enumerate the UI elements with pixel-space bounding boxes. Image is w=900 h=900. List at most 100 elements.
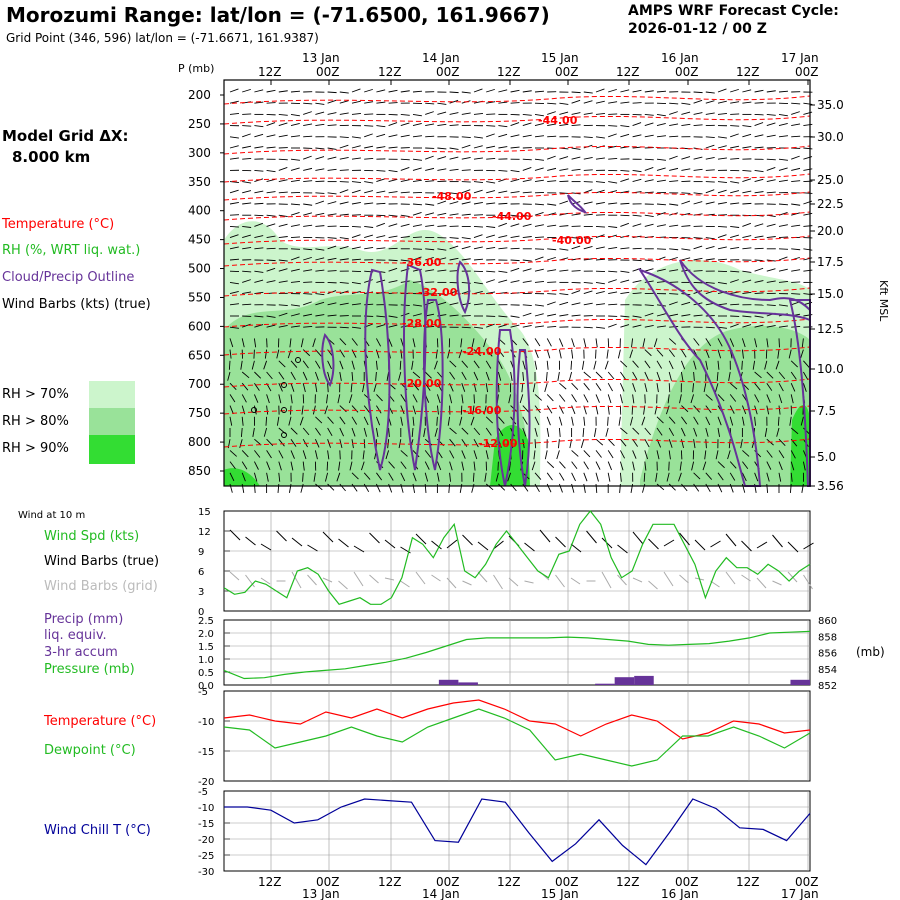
wind-barb xyxy=(790,383,796,392)
wind-barb xyxy=(534,313,544,317)
wind-speed-tick-label: 6 xyxy=(198,567,204,578)
wind-barb-true xyxy=(369,532,380,544)
wind-barb xyxy=(242,181,252,184)
wind-barb xyxy=(571,99,581,104)
wind-barb xyxy=(681,192,691,194)
temperature-panel-frame xyxy=(223,690,811,782)
wind-barb xyxy=(608,145,618,149)
wind-barb xyxy=(364,279,373,283)
wind-panel-frame xyxy=(223,510,811,612)
wind-barb-true xyxy=(493,540,504,550)
wind-barb xyxy=(229,189,239,194)
isotherm-label: -44.00 xyxy=(492,210,532,223)
wind-barb xyxy=(742,247,752,250)
cloud-outline xyxy=(364,268,391,471)
wind-barb xyxy=(425,111,434,115)
isotherm-line xyxy=(223,115,811,125)
wind-barb xyxy=(546,472,553,481)
wind-barb xyxy=(388,223,398,227)
wind-barb xyxy=(486,323,495,328)
wind-barb xyxy=(522,134,532,138)
pressure-line xyxy=(223,630,811,680)
wind-barb xyxy=(791,293,801,295)
wind-barb xyxy=(473,189,483,194)
wind-barb xyxy=(729,472,736,481)
top-day-label: 16 Jan xyxy=(661,51,699,65)
wind-barb xyxy=(644,214,654,218)
wind-barb xyxy=(339,416,346,425)
wind-barb xyxy=(583,326,593,329)
wind-barb xyxy=(461,189,471,194)
wind-barb xyxy=(546,360,549,370)
top-hour-label: 12Z xyxy=(736,65,760,79)
wind-barb xyxy=(242,125,252,127)
wind-barb xyxy=(742,461,749,470)
wind-barb xyxy=(388,315,398,318)
wind-barb xyxy=(364,101,374,104)
wind-barb xyxy=(348,394,353,404)
wind-barb xyxy=(790,394,794,404)
wind-barb xyxy=(790,450,796,459)
wind-barb-true xyxy=(710,540,721,548)
wind-barb xyxy=(388,146,398,149)
wind-barb xyxy=(803,371,809,381)
wind-barb xyxy=(486,270,496,273)
wind-barb xyxy=(632,292,642,295)
wind-barb xyxy=(364,125,374,127)
wind-barb xyxy=(437,123,447,127)
wind-barb xyxy=(241,461,248,470)
top-hour-label: 12Z xyxy=(378,65,402,79)
wind-barb xyxy=(373,383,377,392)
wind-barb xyxy=(681,301,691,306)
wind-barb xyxy=(400,179,410,183)
wind-barb xyxy=(620,427,628,435)
wind-barb xyxy=(544,450,548,460)
wind-barb xyxy=(498,222,508,227)
kft-axis-title: Kft MSL xyxy=(877,280,890,322)
wind-barb xyxy=(303,123,313,127)
wind-barb xyxy=(303,167,313,171)
wind-barb xyxy=(656,325,666,328)
wind-barb xyxy=(242,303,252,306)
wind-barb xyxy=(632,371,638,381)
wind-barb xyxy=(522,259,532,262)
wind-barb xyxy=(546,338,552,347)
wind-barb xyxy=(705,112,715,115)
wind-barb xyxy=(364,225,374,228)
wind-barb-grid xyxy=(725,571,736,585)
wind-barb xyxy=(473,145,483,149)
wind-barb xyxy=(608,202,618,205)
wind-barb xyxy=(522,280,532,283)
wind-barb xyxy=(498,202,508,205)
wind-barb xyxy=(376,202,386,205)
wind-barb xyxy=(461,258,471,261)
wind-barb xyxy=(449,314,459,317)
wind-barb xyxy=(278,438,285,447)
wind-barb xyxy=(278,223,288,227)
wind-barb xyxy=(339,326,349,329)
wind-barb xyxy=(778,394,783,404)
wind-barb xyxy=(656,349,664,357)
wind-barb xyxy=(717,189,727,194)
wind-barb xyxy=(424,371,432,379)
wind-barb xyxy=(730,125,740,127)
wind-barb xyxy=(449,257,459,261)
wind-barb xyxy=(803,269,813,272)
wind-barb xyxy=(778,281,788,283)
wind-barb xyxy=(595,326,605,329)
pressure-tick-label-right: 860 xyxy=(818,616,837,627)
wind-barb xyxy=(522,191,532,194)
wind-barb xyxy=(547,155,556,160)
wind-barb xyxy=(278,167,288,171)
wind-barb xyxy=(766,371,774,379)
top-hour-label: 00Z xyxy=(436,65,460,79)
wind-barb xyxy=(766,113,776,116)
isotherm-line xyxy=(223,211,811,221)
wind-barb xyxy=(254,382,260,391)
bottom-hour-label: 00Z xyxy=(555,875,579,889)
wind-barb xyxy=(742,270,752,273)
wind-barb xyxy=(595,225,606,228)
wind-barb xyxy=(425,123,435,127)
wind-barb xyxy=(581,360,585,370)
wind-barb xyxy=(473,438,479,448)
